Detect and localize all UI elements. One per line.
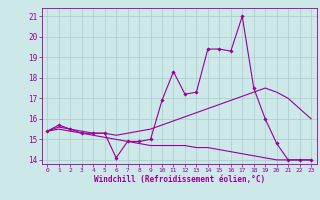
X-axis label: Windchill (Refroidissement éolien,°C): Windchill (Refroidissement éolien,°C) bbox=[94, 175, 265, 184]
